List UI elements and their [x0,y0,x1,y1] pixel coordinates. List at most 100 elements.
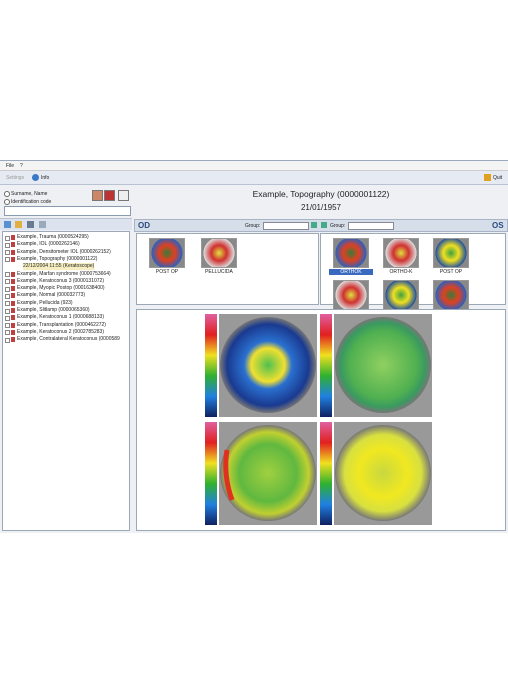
thumbnail-label[interactable]: ORTHOK [329,269,373,275]
os-thumbnails: ORTHOK ORTHO-K POST OP [320,233,506,310]
expander[interactable] [5,315,10,321]
patient-icon [11,256,15,262]
patient-icon [11,329,15,335]
icon-button[interactable] [104,190,115,201]
eye-bar: OD Group: Group: OS [134,219,508,232]
app-window: File ? Settings Info Quit Surname, Name … [0,160,508,533]
menu-bar: File ? [0,161,508,171]
topography-maps [205,314,432,525]
option-id: Identification code [11,199,52,205]
expander[interactable] [5,293,10,299]
patient-icon [11,271,15,277]
map-4 [320,422,432,525]
patient-icon [11,278,15,284]
arrow-button[interactable] [311,222,317,228]
quit-button[interactable]: Quit [493,175,503,181]
thumbnail[interactable] [383,280,419,310]
patient-item[interactable]: Example, Contralateral Keratoconus (0000… [17,336,120,343]
map-panel [136,309,506,531]
patient-icon [11,286,15,292]
expander[interactable] [5,330,10,336]
patient-icon [11,242,15,248]
icon[interactable] [15,221,22,228]
patient-icon [11,293,15,299]
expander[interactable] [5,286,10,292]
radio[interactable] [4,199,10,205]
thumbnail-label[interactable]: ORTHO-K [389,269,413,275]
patient-item[interactable]: Example, Keratoconus 1 (0000688133) [17,314,105,321]
settings-button[interactable]: Settings [6,175,25,181]
expander[interactable] [5,272,10,277]
group-label: Group: [245,223,261,229]
expander[interactable] [5,242,10,248]
patient-item[interactable]: Example, Trauma (0000524295) [17,234,89,240]
od-thumbnails: POST OP PELLUCIDA [136,233,319,305]
thumbnail-label[interactable]: POST OP [439,269,463,275]
exam-item[interactable]: 22/12/2004 11:55 (Keratoscope) [23,263,95,271]
search-input[interactable] [4,206,131,216]
map-2 [320,314,432,417]
tree-toolbar [0,218,132,230]
patient-item[interactable]: Example, Pellucida (923) [17,299,73,306]
patient-item[interactable]: Example, Marfan syndrome (0000753664) [17,270,111,277]
info-button[interactable]: Info [41,175,50,181]
option-name: Surname, Name [11,191,48,197]
info-icon [32,174,39,181]
toolbar: Settings Info Quit [0,171,508,185]
group-label: Group: [330,223,346,229]
thumbnail[interactable] [149,238,185,268]
expander[interactable] [5,337,10,343]
patient-title: Example, Topography (0000001122) [252,189,390,199]
patient-item[interactable]: Example, Keratoconus 2 (0002785283) [17,328,105,335]
radio[interactable] [4,191,10,197]
patient-tree: Example, Trauma (0000524295) Example, IOL… [2,231,130,531]
icon[interactable] [39,221,46,228]
arrow-button[interactable] [321,222,327,228]
quit-icon [484,174,491,181]
expander[interactable] [5,235,10,241]
patient-icon [11,235,15,240]
expander[interactable] [5,257,10,263]
patient-icon [11,249,15,255]
menu-file[interactable]: File [6,163,15,169]
thumbnail[interactable] [433,238,469,268]
map-3 [205,422,317,525]
patient-item[interactable]: Example, Densitometer IOL (0000262152) [17,248,111,255]
thumbnail[interactable] [333,238,369,268]
thumbnail-label[interactable]: POST OP [155,269,179,275]
thumbnail-label[interactable]: PELLUCIDA [205,269,233,275]
icon[interactable] [27,221,34,228]
patient-item[interactable]: Example, Keratoconus 3 (0000131072) [17,277,105,284]
patient-icon [11,322,15,328]
patient-icon [11,337,15,343]
thumbnail[interactable] [333,280,369,310]
icon-button[interactable] [92,190,103,201]
od-label: OD [138,221,150,230]
group-select[interactable] [263,222,309,230]
patient-item[interactable]: Example, Normal (000032773) [17,292,86,299]
patient-item[interactable]: Example, IOL (0000262146) [17,241,80,248]
patient-item[interactable]: Example, Topography (0000001122) [17,255,98,262]
group-select[interactable] [348,222,394,230]
patient-icon [11,300,15,306]
expander[interactable] [5,301,10,307]
expander[interactable] [5,308,10,314]
expander[interactable] [5,250,10,256]
patient-icon [11,315,15,321]
os-label: OS [492,221,504,230]
expander[interactable] [5,279,10,285]
patient-icon [11,308,15,313]
patient-item[interactable]: Example, Slitlamp (0000065360) [17,307,90,313]
patient-item[interactable]: Example, Myopic Postop (0001638400) [17,285,105,292]
birth-date: 21/01/1957 [300,203,342,212]
menu-help[interactable]: ? [20,163,23,169]
icon[interactable] [4,221,11,228]
patient-item[interactable]: Example, Transplantation (0000462272) [17,321,106,328]
thumbnail[interactable] [201,238,237,268]
thumbnail[interactable] [383,238,419,268]
thumbnail[interactable] [433,280,469,310]
icon-button[interactable] [118,190,129,201]
expander[interactable] [5,323,10,329]
map-1 [205,314,317,417]
